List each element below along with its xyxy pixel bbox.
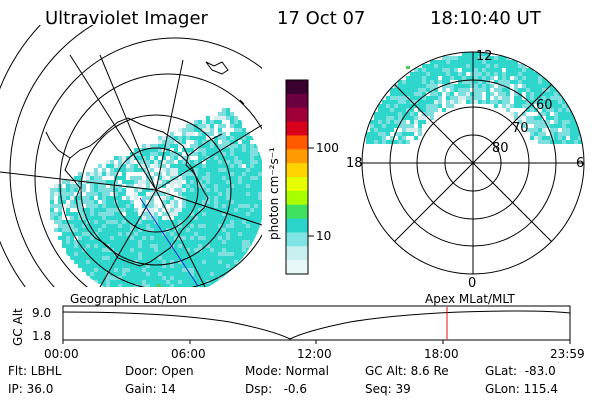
mlt-label-6: 6 — [576, 156, 584, 171]
colorbar-tick-10: 10 — [316, 229, 331, 243]
mlat-label-60: 60 — [536, 98, 553, 113]
aurora-emission-right — [366, 52, 584, 144]
app-title: Ultraviolet Imager — [45, 8, 209, 29]
time-tick-2359: 23:59 — [550, 347, 585, 361]
left-panel-label: Geographic Lat/Lon — [70, 292, 187, 306]
altitude-strip: GC Alt 9.0 1.8 00:00 06:00 12:00 18:00 2… — [11, 305, 585, 361]
magnetic-map: 12 18 6 0 60 70 80 — [346, 49, 585, 291]
header-time: 18:10:40 UT — [430, 8, 542, 29]
seq-value: Seq: 39 — [365, 382, 411, 396]
latitude-circles-left — [0, 25, 262, 287]
glon-value: GLon: 115.4 — [485, 382, 558, 396]
time-tick-0600: 06:00 — [171, 347, 206, 361]
time-tick-0000: 00:00 — [44, 347, 79, 361]
colorbar-swatch — [286, 135, 308, 150]
dsp-value: Dsp: -0.6 — [245, 382, 307, 396]
gain-value: Gain: 14 — [125, 382, 176, 396]
gc-alt-value: GC Alt: 8.6 Re — [365, 364, 449, 378]
door-value: Door: Open — [125, 364, 194, 378]
ip-value: IP: 36.0 — [8, 382, 53, 396]
colorbar: 100 10 photon cm⁻²s⁻¹ — [267, 79, 339, 275]
time-tick-1200: 12:00 — [297, 347, 332, 361]
time-tick-1800: 18:00 — [424, 347, 459, 361]
header-date: 17 Oct 07 — [277, 8, 365, 29]
colorbar-swatch — [286, 218, 308, 234]
colorbar-swatch — [286, 163, 308, 178]
station-marker-right — [406, 66, 410, 69]
colorbar-swatch — [286, 246, 308, 261]
colorbar-swatch — [286, 177, 308, 192]
antarctica-outline — [64, 117, 209, 267]
colorbar-swatch — [286, 232, 308, 247]
aurora-emission-left — [50, 108, 262, 287]
colorbar-swatch — [286, 93, 308, 109]
geographic-map — [0, 25, 262, 287]
ground-track — [139, 197, 199, 287]
filter-value: Flt: LBHL — [8, 364, 62, 378]
mlt-label-18: 18 — [346, 156, 363, 171]
mlat-label-70: 70 — [512, 121, 529, 136]
colorbar-swatch — [286, 107, 308, 123]
mode-value: Mode: Normal — [245, 364, 329, 378]
colorbar-unit-label: photon cm⁻²s⁻¹ — [267, 147, 281, 240]
mlt-label-12: 12 — [476, 49, 493, 64]
colorbar-swatch — [286, 121, 308, 137]
glat-value: GLat: -83.0 — [485, 364, 556, 378]
mlt-label-0: 0 — [468, 276, 476, 291]
alt-max-label: 9.0 — [32, 306, 51, 320]
colorbar-tick-100: 100 — [316, 141, 339, 155]
coast-fragment — [205, 61, 245, 105]
colorbar-swatch — [286, 190, 308, 206]
right-panel-label: Apex MLat/MLT — [425, 292, 515, 306]
status-readout: Flt: LBHL IP: 36.0 Door: Open Gain: 14 M… — [8, 364, 558, 396]
gc-alt-axis-label: GC Alt — [11, 308, 25, 346]
alt-min-label: 1.8 — [32, 329, 51, 343]
mlat-label-80: 80 — [492, 141, 509, 156]
colorbar-swatch — [286, 260, 308, 275]
longitude-lines-left — [0, 54, 262, 287]
colorbar-swatch — [286, 149, 308, 164]
altitude-curve — [62, 310, 571, 340]
colorbar-swatch — [286, 204, 308, 220]
peninsula-outline — [45, 131, 223, 159]
mlt-lines — [362, 52, 584, 274]
station-marker — [157, 284, 161, 287]
colorbar-swatch — [286, 80, 308, 95]
